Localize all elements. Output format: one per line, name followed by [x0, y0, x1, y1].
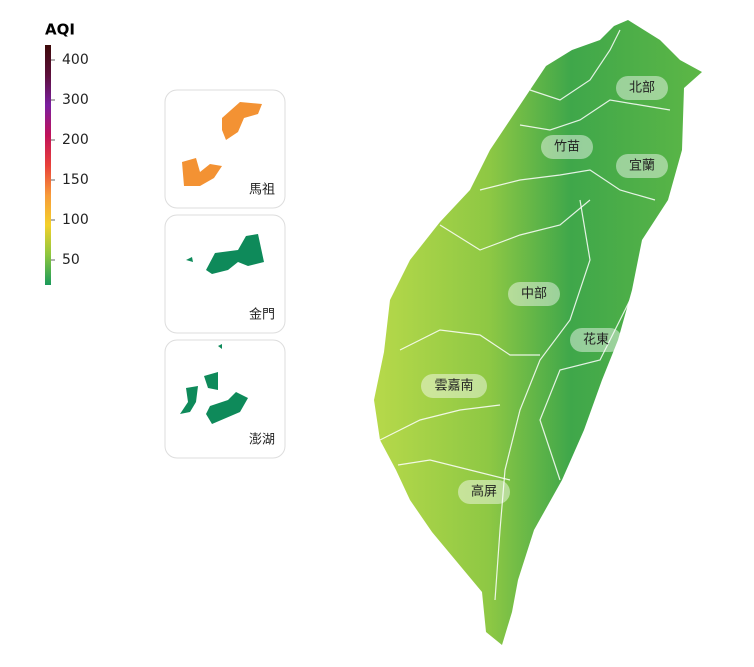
region-pill: [570, 328, 622, 352]
legend-tick-label: 400: [62, 52, 89, 68]
region-pill: [421, 374, 487, 398]
legend-tick-label: 150: [62, 172, 89, 188]
region-pill: [508, 282, 560, 306]
legend-ticks: 400 300 200 150 100 50: [51, 52, 89, 268]
legend-tick-label: 300: [62, 92, 89, 108]
inset-matsu: 馬祖: [164, 89, 286, 209]
inset-label: 馬祖: [249, 183, 275, 198]
inset-label: 澎湖: [249, 433, 275, 448]
taiwan: [374, 20, 702, 645]
legend-tick-label: 50: [62, 252, 80, 268]
region-pill: [616, 154, 668, 178]
legend-title: AQI: [45, 21, 75, 39]
inset-kinmen: 金門: [164, 214, 286, 334]
region-label: 雲嘉南: [434, 378, 473, 394]
inset-label: 金門: [249, 307, 275, 323]
region-label: 北部: [629, 81, 655, 96]
region-pill: [616, 76, 668, 100]
inset-penghu: 澎湖: [164, 339, 286, 459]
region-pill: [458, 480, 510, 504]
region-label: 高屏: [471, 484, 497, 500]
legend-tick-label: 200: [62, 132, 89, 148]
legend-tick-label: 100: [62, 212, 89, 228]
region-label: 花東: [583, 332, 609, 348]
region-label: 竹苗: [554, 140, 580, 155]
region-pill: [541, 135, 593, 159]
region-label: 中部: [521, 287, 547, 302]
region-label: 宜蘭: [629, 158, 655, 174]
legend-bar: [45, 45, 51, 285]
